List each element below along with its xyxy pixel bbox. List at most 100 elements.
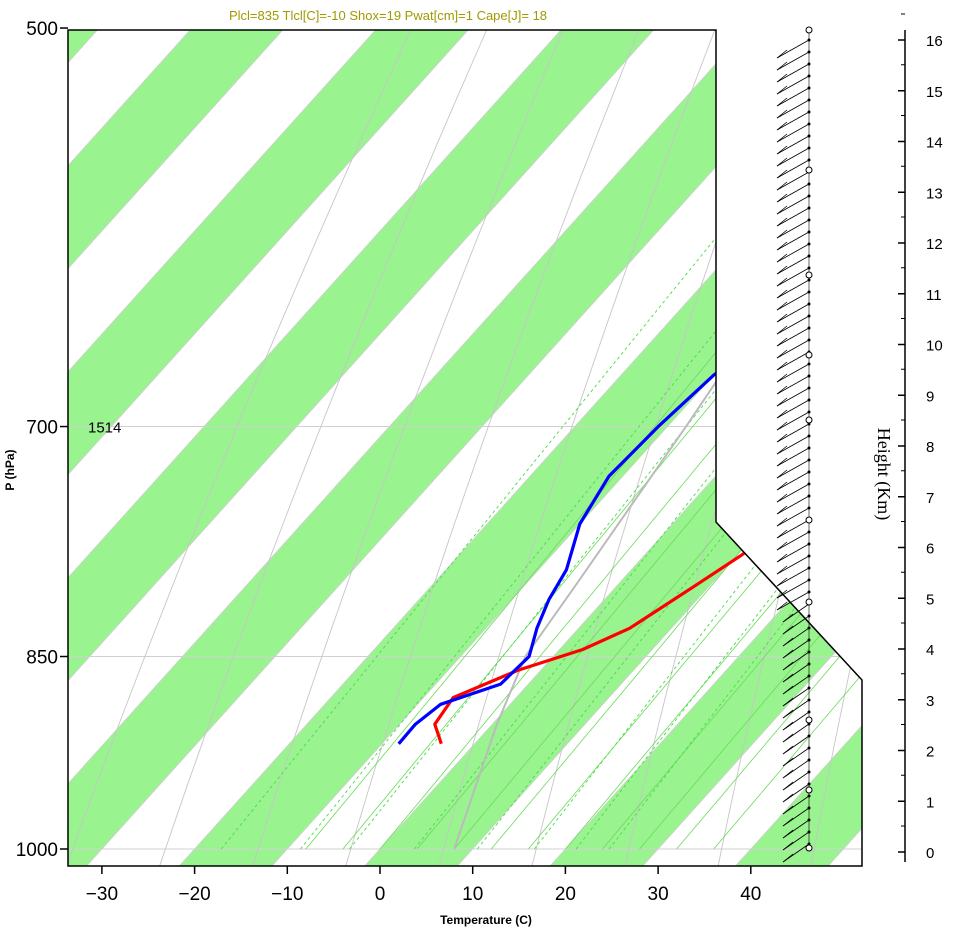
wind-level-dot: [807, 326, 811, 330]
moist-adiabat: [416, 30, 862, 850]
wind-level-dot: [807, 302, 811, 306]
wind-level-dot: [807, 674, 811, 678]
mixing-ratio-line: [349, 30, 862, 850]
wind-barb: [776, 519, 810, 539]
wind-level-dot: [807, 230, 811, 234]
height-tick-label: 3: [926, 693, 934, 710]
wind-barb: [776, 75, 810, 95]
height-tick-label: 6: [926, 541, 934, 558]
moist-adiabat: [676, 30, 862, 850]
wind-level-dot: [807, 638, 811, 642]
wind-barb-flag: [782, 649, 794, 659]
wind-barb-flag: [782, 733, 794, 743]
wind-barb: [776, 591, 810, 611]
wind-barb-flag: [776, 409, 788, 419]
wind-level-dot: [807, 782, 811, 786]
temperature-band: [68, 30, 862, 866]
wind-barb: [776, 87, 810, 107]
wind-barb-flag: [776, 49, 788, 59]
wind-barb-flag: [782, 709, 794, 719]
wind-barb: [776, 195, 810, 215]
wind-barb-flag: [776, 457, 788, 467]
wind-barb-flag: [782, 673, 794, 683]
dry-adiabat: [239, 30, 862, 866]
wind-level-dot: [807, 710, 811, 714]
wind-level-dot: [807, 50, 811, 54]
height-tick-label: 12: [926, 236, 943, 253]
wind-barb-flag: [776, 97, 788, 107]
isotherm-line: [68, 30, 862, 866]
wind-barb-flag: [776, 109, 788, 119]
wind-barb-flag: [782, 721, 794, 731]
wind-barb: [776, 183, 810, 203]
wind-level-dot: [807, 398, 811, 402]
wind-barb: [776, 171, 810, 191]
isotherm-line: [234, 30, 862, 866]
wind-barb-flag: [776, 61, 788, 71]
wind-level-dot: [807, 578, 811, 582]
wind-barb: [776, 423, 810, 443]
wind-barb-flag: [782, 841, 794, 851]
isotherm-line: [68, 30, 862, 866]
wind-barb-flag: [776, 493, 788, 503]
wind-level-dot: [807, 218, 811, 222]
height-tick-label: 8: [926, 439, 934, 456]
wind-barb: [776, 63, 810, 83]
wind-barb-flag: [776, 577, 788, 587]
wind-barb-flag: [776, 205, 788, 215]
wind-barb-flag: [776, 397, 788, 407]
wind-barb-flag: [776, 601, 788, 611]
wind-barb: [776, 135, 810, 155]
calm-circle: [805, 166, 813, 174]
wind-barb-flag: [776, 541, 788, 551]
temperature-tick-label: 0: [375, 884, 386, 905]
pressure-tick-label: 1000: [16, 840, 58, 861]
wind-barb-flag: [776, 517, 788, 527]
height-tick-label: 2: [926, 744, 934, 761]
moist-adiabat: [713, 30, 862, 850]
wind-barb: [776, 363, 810, 383]
wind-barb: [776, 579, 810, 599]
wind-barb: [776, 339, 810, 359]
wind-barb: [776, 291, 810, 311]
wind-level-dot: [807, 566, 811, 570]
wind-barb-flag: [782, 757, 794, 767]
wind-barb-flag: [776, 553, 788, 563]
temperature-tick-label: −30: [86, 884, 118, 905]
temperature-tick-label: −10: [271, 884, 303, 905]
dry-adiabat: [803, 30, 862, 866]
calm-circle: [805, 786, 813, 794]
wind-barb: [776, 471, 810, 491]
wind-level-dot: [807, 818, 811, 822]
calm-circle: [805, 598, 813, 606]
wind-barb: [776, 483, 810, 503]
chart-frame: [67, 29, 863, 867]
dry-adiabat: [68, 30, 862, 866]
wind-level-dot: [807, 446, 811, 450]
wind-barb-flag: [782, 613, 794, 623]
wind-barb-flag: [776, 385, 788, 395]
wind-barb: [776, 399, 810, 419]
temperature-band: [68, 30, 862, 866]
wind-barb-flag: [782, 817, 794, 827]
wind-barb: [776, 51, 810, 71]
calm-circle: [805, 351, 813, 359]
wind-barb-flag: [776, 169, 788, 179]
temperature-band: [68, 30, 862, 866]
wind-level-dot: [807, 686, 811, 690]
temperature-tick-label: 40: [740, 884, 761, 905]
wind-barb-flag: [776, 565, 788, 575]
wind-barb-flag: [776, 469, 788, 479]
wind-barb-flag: [782, 829, 794, 839]
wind-barb-flag: [776, 133, 788, 143]
wind-barb: [776, 411, 810, 431]
wind-barb: [776, 495, 810, 515]
wind-barb: [776, 459, 810, 479]
isotherm-line: [68, 30, 862, 866]
height-tick-label: 5: [926, 591, 934, 608]
sounding-stats-header: Plcl=835 Tlcl[C]=-10 Shox=19 Pwat[cm]=1 …: [229, 8, 547, 23]
wind-barb: [776, 255, 810, 275]
wind-level-dot: [807, 410, 811, 414]
wind-barb-flag: [782, 793, 794, 803]
